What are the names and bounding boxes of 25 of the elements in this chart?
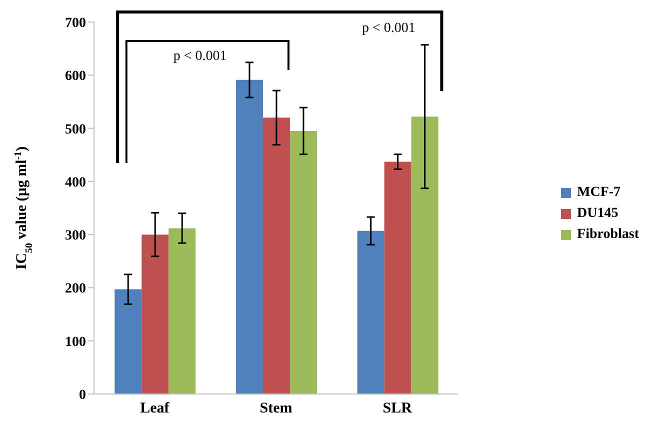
bar (168, 228, 196, 394)
bar (411, 116, 438, 394)
x-tick-label: Stem (260, 400, 293, 417)
bar (236, 80, 263, 394)
bar (384, 162, 412, 394)
y-tick-label: 400 (65, 175, 86, 190)
annotation: p < 0.001 (173, 49, 227, 64)
legend-label: Fibroblast (577, 227, 639, 243)
y-tick-label: 300 (65, 228, 86, 244)
bar (262, 118, 290, 394)
y-tick-label: 200 (65, 282, 86, 297)
y-tick-label: 700 (65, 16, 86, 31)
x-tick-label: SLR (382, 400, 412, 417)
legend-label: DU145 (577, 206, 618, 222)
legend-label: MCF-7 (577, 185, 621, 201)
y-tick-label: 500 (65, 122, 86, 138)
bar (290, 130, 317, 394)
y-tick-label: 100 (65, 334, 86, 350)
bar (142, 234, 169, 394)
annotation: p < 0.001 (362, 21, 416, 36)
bar (114, 289, 142, 394)
x-tick-label: Leaf (140, 400, 170, 417)
y-tick-label: 0 (79, 388, 86, 403)
bar (357, 230, 384, 394)
y-tick-label: 600 (65, 69, 86, 84)
